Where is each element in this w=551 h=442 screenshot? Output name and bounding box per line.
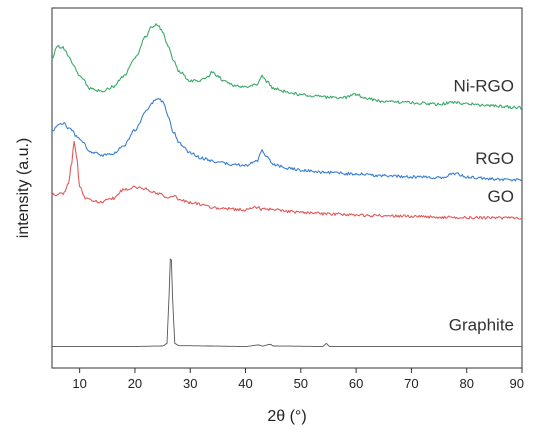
x-tick-label: 40 [238,376,252,391]
y-axis-title: intensity (a.u.) [15,138,32,238]
series-labels: Ni-RGO RGO GO Graphite [449,77,514,335]
series-line-graphite [52,258,522,347]
x-tick-label: 20 [128,376,142,391]
series-label-rgo: RGO [475,149,514,168]
series-label-ni-rgo: Ni-RGO [454,77,514,96]
series-label-graphite: Graphite [449,315,514,334]
plot-frame [51,7,523,369]
series-line-go [51,140,523,220]
x-tick-label: 90 [510,376,524,391]
series-label-go: GO [488,187,514,206]
x-tick-label: 30 [183,376,197,391]
series-line-rgo [51,97,523,182]
x-tick-label: 50 [294,376,308,391]
x-tick-label: 60 [349,376,363,391]
x-axis-ticks: 10 20 30 40 50 60 70 80 90 [72,368,524,391]
x-tick-label: 10 [72,376,86,391]
series-line-ni-rgo [51,23,523,110]
x-tick-label: 80 [459,376,473,391]
series-layer [51,23,523,347]
x-axis-title: 2θ (°) [267,408,306,425]
x-tick-label: 70 [404,376,418,391]
